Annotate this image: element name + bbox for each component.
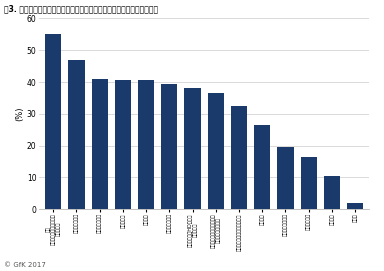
Bar: [208, 93, 224, 209]
Bar: [277, 147, 293, 209]
Y-axis label: (%): (%): [15, 107, 24, 121]
Bar: [347, 203, 363, 209]
Bar: [91, 79, 108, 209]
Bar: [45, 34, 61, 209]
Bar: [324, 176, 340, 209]
Bar: [115, 80, 131, 209]
Bar: [184, 88, 201, 209]
Bar: [138, 80, 154, 209]
Text: 図3. あおり運転の被害にあわない為にドライブレコーダーに求める機能: 図3. あおり運転の被害にあわない為にドライブレコーダーに求める機能: [4, 4, 158, 13]
Bar: [68, 60, 84, 209]
Text: © GfK 2017: © GfK 2017: [4, 262, 46, 268]
Bar: [161, 83, 177, 209]
Bar: [254, 125, 270, 209]
Bar: [301, 157, 317, 209]
Bar: [231, 106, 247, 209]
